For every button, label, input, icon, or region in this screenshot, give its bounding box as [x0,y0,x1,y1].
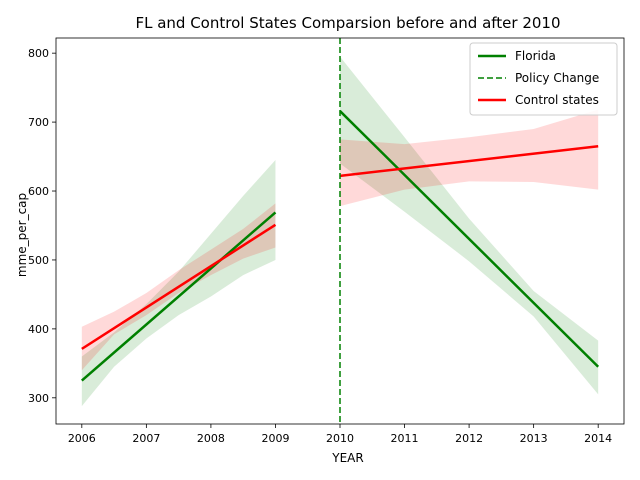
x-tick-label-2007: 2007 [132,432,160,445]
control-states-line-1 [81,223,277,350]
x-tick-label-2010: 2010 [326,432,354,445]
x-tick-label-2011: 2011 [391,432,419,445]
legend: Florida Policy Change Control states [469,42,618,116]
axes: 2006 2007 2008 2009 2010 2011 2012 2013 2014 300 4… [28,37,625,445]
x-tick-label-2012: 2012 [455,432,483,445]
florida-line-2 [339,110,600,368]
control-states-confidence-band-2 [340,109,599,207]
x-tick-label-2009: 2009 [261,432,289,445]
legend-box [469,42,618,116]
legend-label-policy-change: Policy Change [515,71,599,85]
y-tick-label-600: 600 [28,185,49,198]
y-tick-label-800: 800 [28,47,49,60]
control-states-line-2 [339,144,599,178]
y-tick-label-700: 700 [28,116,49,129]
x-tick-label-2013: 2013 [520,432,548,445]
y-axis-label: mme_per_cap [15,193,29,277]
x-tick-label-2006: 2006 [68,432,96,445]
legend-label-florida: Florida [515,49,556,63]
x-tick-label-2014: 2014 [584,432,612,445]
florida-confidence-band-1 [81,160,276,407]
series-lines [80,38,600,424]
florida-line-1 [80,211,277,382]
y-tick-label-300: 300 [28,392,49,405]
x-axis-label: YEAR [331,451,363,465]
chart-title: FL and Control States Comparsion before … [135,14,560,32]
legend-label-control-states: Control states [515,93,599,107]
florida-confidence-band-2 [340,56,599,395]
y-tick-label-500: 500 [28,254,49,267]
y-tick-label-400: 400 [28,323,49,336]
x-tick-label-2008: 2008 [197,432,225,445]
